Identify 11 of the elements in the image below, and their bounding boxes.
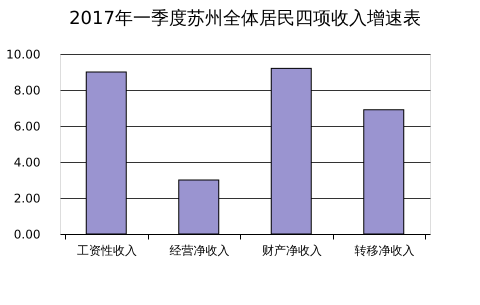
y-tick-label: 4.00	[14, 156, 40, 170]
y-tick-label: 0.00	[14, 228, 40, 242]
y-tick-label: 6.00	[14, 120, 40, 134]
y-tick-label: 8.00	[14, 84, 40, 98]
x-tick-label: 工资性收入	[76, 244, 137, 258]
y-tick-label: 10.00	[6, 48, 40, 62]
x-tick-label: 经营净收入	[169, 244, 230, 258]
x-tick-label: 转移净收入	[354, 244, 414, 258]
chart-title: 2017年一季度苏州全体居民四项收入增速表	[69, 8, 421, 29]
x-tick-label: 财产净收入	[262, 244, 322, 258]
y-tick-label: 2.00	[14, 192, 40, 206]
